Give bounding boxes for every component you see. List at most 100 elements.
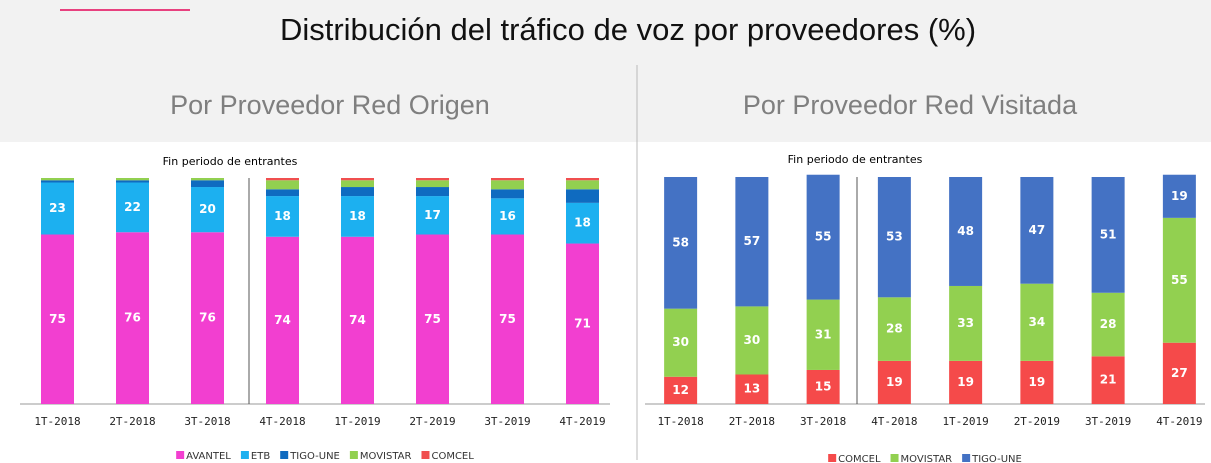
legend-label: ETB bbox=[251, 451, 270, 462]
data-label: 19 bbox=[1171, 189, 1188, 203]
bar-segment bbox=[1091, 292, 1125, 357]
x-tick-label: 3T-2019 bbox=[484, 415, 530, 428]
bar-segment bbox=[735, 374, 769, 404]
bar-segment bbox=[116, 180, 149, 183]
bar-segment bbox=[806, 299, 840, 370]
bar-segment bbox=[266, 178, 299, 181]
data-label: 18 bbox=[349, 209, 366, 223]
data-label: 30 bbox=[672, 335, 689, 349]
legend-swatch bbox=[890, 454, 899, 462]
bar-segment bbox=[1020, 177, 1054, 284]
bar-segment bbox=[877, 360, 911, 404]
bar-segment bbox=[1020, 283, 1054, 361]
bar-segment bbox=[266, 189, 299, 197]
bar-segment bbox=[566, 202, 599, 244]
bar-segment bbox=[191, 180, 224, 188]
bar-segment bbox=[116, 178, 149, 181]
legend-label: MOVISTAR bbox=[360, 451, 412, 462]
x-tick-label: 2T-2019 bbox=[1014, 415, 1060, 428]
data-label: 48 bbox=[957, 224, 974, 238]
bar-segment bbox=[949, 177, 983, 286]
bar-segment bbox=[416, 180, 449, 188]
data-label: 74 bbox=[349, 313, 366, 327]
data-label: 28 bbox=[1100, 317, 1117, 331]
x-tick-label: 4T-2019 bbox=[1156, 415, 1202, 428]
bar-segment bbox=[191, 232, 224, 404]
x-tick-label: 2T-2019 bbox=[409, 415, 455, 428]
x-tick-label: 4T-2019 bbox=[559, 415, 605, 428]
data-label: 12 bbox=[672, 383, 689, 397]
chart-subtitle: Fin periodo de entrantes bbox=[163, 155, 298, 168]
legend-swatch bbox=[280, 451, 289, 459]
data-label: 20 bbox=[199, 202, 216, 216]
data-label: 15 bbox=[815, 379, 832, 393]
bar-segment bbox=[41, 234, 74, 404]
legend-label: TIGO-UNE bbox=[289, 451, 340, 462]
x-tick-label: 4T-2018 bbox=[259, 415, 305, 428]
legend-label: TIGO-UNE bbox=[971, 454, 1022, 463]
bar-segment bbox=[949, 360, 983, 404]
data-label: 28 bbox=[886, 322, 903, 336]
bar-segment bbox=[341, 180, 374, 188]
bar-segment bbox=[416, 187, 449, 197]
data-label: 30 bbox=[744, 333, 761, 347]
data-label: 13 bbox=[744, 382, 761, 396]
bar-segment bbox=[341, 178, 374, 181]
data-label: 22 bbox=[124, 200, 141, 214]
bar-segment bbox=[1162, 174, 1196, 218]
chart-subtitle: Fin periodo de entrantes bbox=[788, 153, 923, 166]
bar-segment bbox=[416, 178, 449, 181]
bar-segment bbox=[266, 236, 299, 404]
bar-segment bbox=[116, 182, 149, 233]
x-tick-label: 1T-2018 bbox=[34, 415, 80, 428]
bar-segment bbox=[1091, 177, 1125, 293]
data-label: 23 bbox=[49, 201, 66, 215]
x-tick-label: 3T-2018 bbox=[800, 415, 846, 428]
bar-segment bbox=[491, 178, 524, 181]
bar-segment bbox=[949, 285, 983, 361]
bar-segment bbox=[806, 174, 840, 300]
x-tick-label: 2T-2018 bbox=[729, 415, 775, 428]
bar-segment bbox=[491, 234, 524, 404]
bar-segment bbox=[735, 306, 769, 375]
main-title: Distribución del tráfico de voz por prov… bbox=[280, 12, 976, 47]
data-label: 33 bbox=[957, 316, 974, 330]
bar-segment bbox=[266, 196, 299, 237]
bar-segment bbox=[806, 369, 840, 404]
bar-segment bbox=[664, 376, 698, 404]
bar-segment bbox=[491, 198, 524, 235]
bar-segment bbox=[491, 180, 524, 190]
data-label: 76 bbox=[124, 311, 141, 325]
data-label: 21 bbox=[1100, 373, 1117, 387]
bar-segment bbox=[566, 243, 599, 404]
bar-segment bbox=[664, 177, 698, 309]
data-label: 55 bbox=[815, 230, 832, 244]
legend-swatch bbox=[828, 454, 837, 462]
bar-segment bbox=[341, 187, 374, 197]
data-label: 53 bbox=[886, 230, 903, 244]
data-label: 17 bbox=[424, 208, 441, 222]
data-label: 16 bbox=[499, 209, 516, 223]
x-tick-label: 3T-2018 bbox=[184, 415, 230, 428]
bar-segment bbox=[1162, 342, 1196, 404]
legend-swatch bbox=[349, 451, 358, 459]
data-label: 75 bbox=[49, 312, 66, 326]
data-label: 75 bbox=[424, 312, 441, 326]
bar-segment bbox=[566, 178, 599, 181]
bar-segment bbox=[416, 234, 449, 404]
bar-segment bbox=[41, 180, 74, 183]
legend-swatch bbox=[962, 454, 971, 462]
legend-swatch bbox=[176, 451, 185, 459]
x-tick-label: 1T-2018 bbox=[657, 415, 703, 428]
bar-segment bbox=[735, 177, 769, 307]
panel-title: Por Proveedor Red Visitada bbox=[743, 90, 1078, 120]
legend-label: COMCEL bbox=[838, 454, 881, 463]
data-label: 19 bbox=[1029, 375, 1046, 389]
legend-label: MOVISTAR bbox=[901, 454, 953, 463]
data-label: 19 bbox=[957, 375, 974, 389]
bar-segment bbox=[266, 180, 299, 190]
bar-segment bbox=[1162, 217, 1196, 343]
x-tick-label: 1T-2019 bbox=[334, 415, 380, 428]
legend-swatch bbox=[240, 451, 249, 459]
bar-segment bbox=[341, 196, 374, 237]
